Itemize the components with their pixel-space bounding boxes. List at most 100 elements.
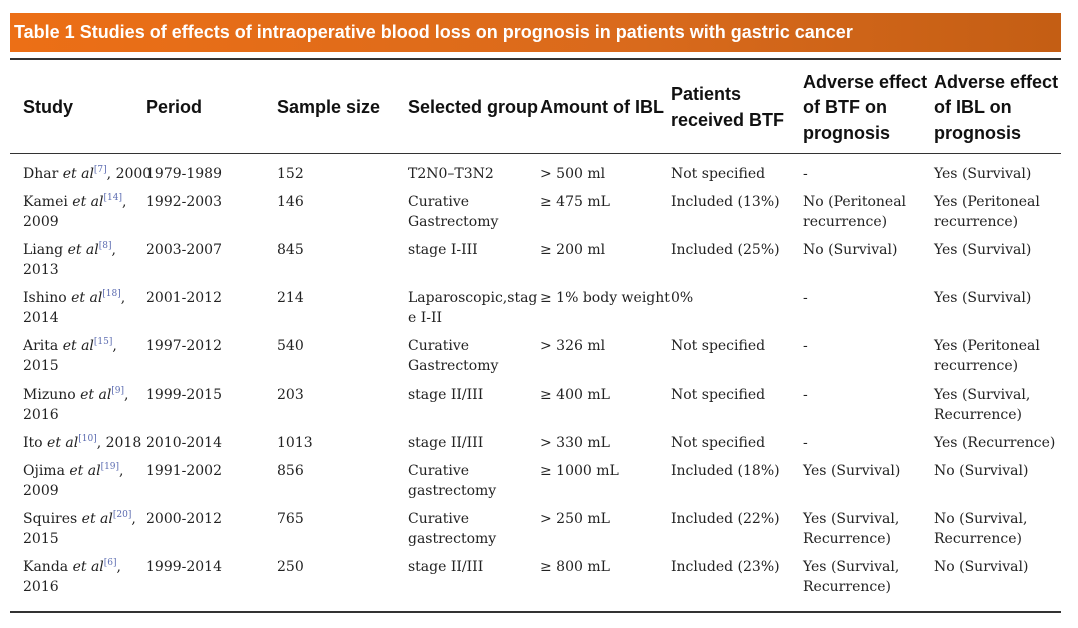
adverse-ibl-cell: No (Survival) [934,463,1029,479]
study-year-line2: 2014 [23,310,59,326]
adverse-ibl-cell: Yes (Recurrence) [934,435,1056,451]
study-cell: Kanda et al[6], [23,557,121,577]
btf-cell: Not specified [671,387,766,403]
header-rule [10,153,1061,154]
amount-ibl-cell: ≥ 200 ml [540,242,606,258]
sample-size-cell: 1013 [277,435,313,451]
study-cell: Arita et al[15], [23,336,117,356]
study-year-line2: 2013 [23,262,59,278]
header-sample-size: Sample size [277,97,381,117]
study-year: , [112,338,117,354]
study-cell: Ishino et al[18], [23,288,125,308]
study-cell: Mizuno et al[9], [23,385,129,405]
period-cell: 1999-2014 [146,559,222,575]
period-cell: 1999-2015 [146,387,222,403]
reference-link[interactable]: [20] [112,510,132,520]
reference-link[interactable]: [14] [103,193,122,203]
selected-group-cell: Curative [408,338,470,354]
adverse-ibl-line2: recurrence) [934,214,1019,230]
header-adv-btf-line1: Adverse effect [803,72,928,92]
sample-size-cell: 203 [277,387,304,403]
study-cell: Kamei et al[14], [23,192,126,212]
header-adv-btf-line2: of BTF on [803,97,887,117]
adverse-btf-line2: recurrence) [803,214,888,230]
study-et-al: et al [80,387,112,403]
selected-group-line2: e I-II [408,310,443,326]
study-author: Ojima [23,463,70,479]
study-et-al: et al [69,463,101,479]
study-et-al: et al [72,194,104,210]
amount-ibl-cell: ≥ 1% body weight [540,290,670,306]
study-year: , [124,387,129,403]
adverse-ibl-cell: Yes (Survival) [934,166,1032,182]
study-author: Arita [23,338,63,354]
study-et-al: et al [62,166,94,182]
study-cell: Liang et al[8], [23,240,116,260]
amount-ibl-cell: ≥ 800 mL [540,559,610,575]
study-year: , [120,290,126,306]
selected-group-cell: T2N0–T3N2 [408,166,494,182]
adverse-btf-cell: - [803,290,808,306]
study-year-line2: 2015 [23,531,59,547]
study-year: , 2000 [106,166,152,182]
adverse-btf-cell: - [803,338,808,354]
study-author: Liang [23,242,68,258]
btf-cell: Not specified [671,435,766,451]
study-cell: Ito et al[10], 2018 [23,433,141,453]
study-year: , [131,511,136,527]
study-year: , [111,242,116,258]
study-year: , [119,463,124,479]
study-author: Dhar [23,166,63,182]
selected-group-cell: Laparoscopic,stag [408,290,538,306]
reference-link[interactable]: [18] [102,289,121,299]
sample-size-cell: 146 [277,194,304,210]
study-author: Mizuno [23,387,81,403]
adverse-btf-cell: Yes (Survival, [803,559,900,575]
study-author: Kanda [23,559,73,575]
selected-group-line2: Gastrectomy [408,214,499,230]
amount-ibl-cell: ≥ 1000 mL [540,463,619,479]
study-cell: Squires et al[20], [23,509,136,529]
adverse-btf-line2: Recurrence) [803,579,891,595]
selected-group-cell: stage I-III [408,242,478,258]
reference-link[interactable]: [10] [78,434,97,444]
header-study: Study [23,97,74,117]
selected-group-cell: Curative [408,194,470,210]
study-year-line2: 2009 [23,483,59,499]
study-author: Ito [23,435,48,451]
amount-ibl-cell: > 326 ml [540,338,606,354]
btf-cell: Included (25%) [671,242,780,258]
reference-link[interactable]: [8] [98,241,112,251]
top-rule [10,58,1061,60]
study-et-al: et al [47,435,79,451]
study-author: Squires [23,511,82,527]
header-adv-ibl-line2: of IBL on [934,97,1012,117]
period-cell: 2001-2012 [146,290,222,306]
selected-group-cell: stage II/III [408,435,484,451]
study-cell: Dhar et al[7], 2000 [23,164,151,184]
study-et-al: et al [72,559,104,575]
adverse-ibl-cell: Yes (Survival, [934,387,1031,403]
header-adv-ibl-line3: prognosis [934,123,1022,143]
study-year: , [121,194,127,210]
reference-link[interactable]: [19] [100,462,120,472]
btf-cell: Included (22%) [671,511,780,527]
header-adv-ibl-line1: Adverse effect [934,72,1059,92]
study-et-al: et al [67,242,99,258]
period-cell: 1992-2003 [146,194,222,210]
reference-link[interactable]: [7] [93,165,107,175]
sample-size-cell: 152 [277,166,304,182]
period-cell: 1997-2012 [146,338,222,354]
study-et-al: et al [81,511,113,527]
sample-size-cell: 214 [277,290,304,306]
reference-link[interactable]: [6] [103,558,117,568]
amount-ibl-cell: > 500 ml [540,166,606,182]
reference-link[interactable]: [15] [93,337,113,347]
adverse-btf-cell: Yes (Survival, [803,511,900,527]
sample-size-cell: 250 [277,559,304,575]
reference-link[interactable]: [9] [111,386,125,396]
adverse-btf-cell: Yes (Survival) [803,463,901,479]
adverse-btf-cell: - [803,387,808,403]
selected-group-cell: stage II/III [408,559,484,575]
period-cell: 2003-2007 [146,242,222,258]
